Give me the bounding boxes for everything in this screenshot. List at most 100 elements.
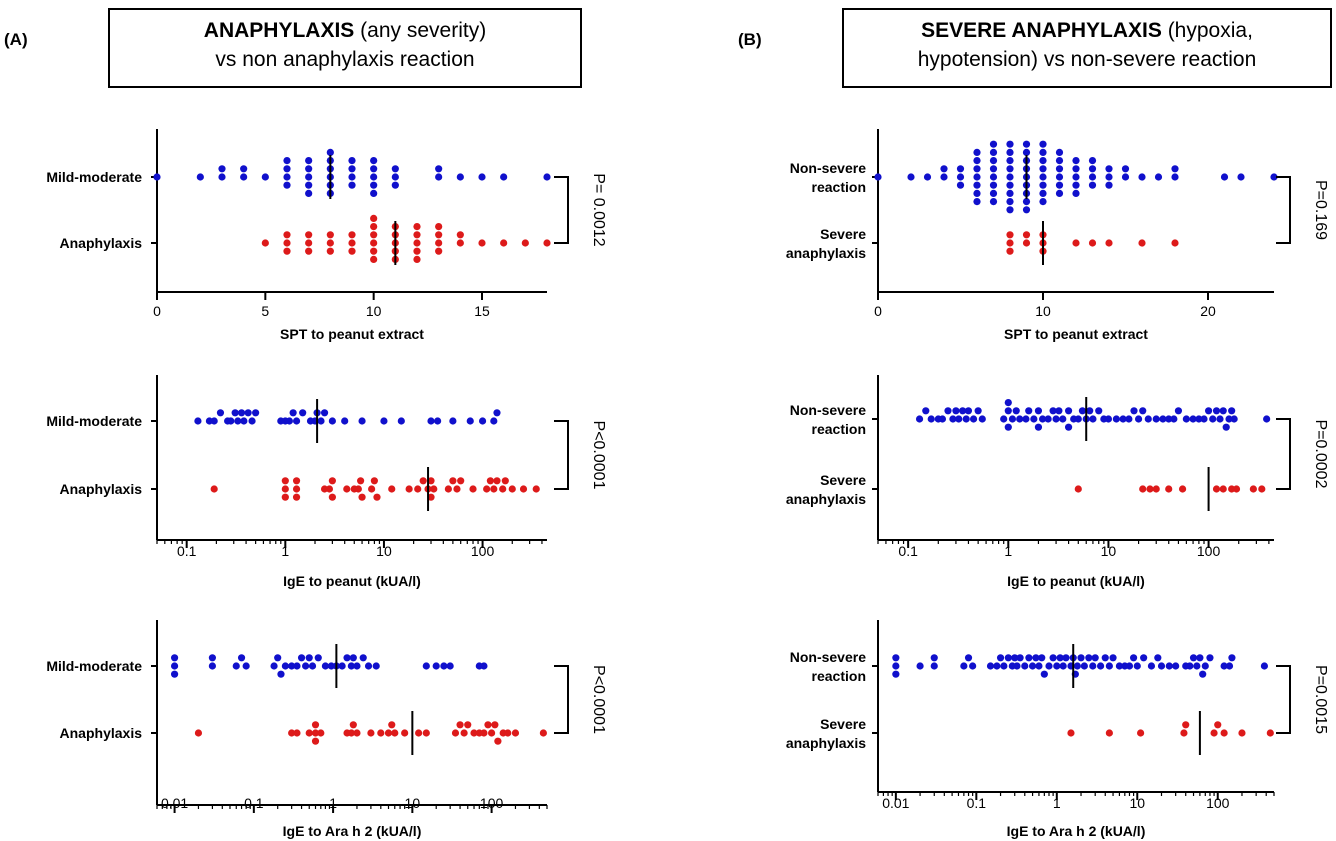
data-point bbox=[311, 721, 320, 729]
data-point bbox=[1038, 654, 1046, 662]
data-point bbox=[1104, 415, 1113, 423]
data-point bbox=[311, 729, 320, 737]
data-point bbox=[1222, 423, 1230, 431]
data-point bbox=[283, 173, 291, 181]
x-tick-label: 100 bbox=[1197, 543, 1221, 559]
data-point bbox=[449, 477, 457, 485]
data-point bbox=[208, 662, 216, 670]
data-point bbox=[1085, 654, 1093, 662]
data-point bbox=[326, 239, 334, 247]
data-point bbox=[1025, 654, 1033, 662]
data-point bbox=[237, 409, 246, 417]
data-point bbox=[1022, 415, 1030, 423]
y-category-label-line: Severe bbox=[820, 226, 866, 242]
data-point bbox=[964, 654, 973, 662]
data-point bbox=[397, 417, 405, 425]
data-point bbox=[456, 239, 464, 247]
data-point bbox=[1006, 173, 1014, 181]
data-point bbox=[1039, 157, 1047, 165]
data-point bbox=[283, 181, 291, 189]
data-point bbox=[1147, 662, 1156, 670]
data-point bbox=[1022, 231, 1031, 239]
significance-bracket bbox=[554, 176, 569, 244]
y-category-label-line: Anaphylaxis bbox=[60, 481, 143, 497]
data-point bbox=[435, 223, 443, 231]
data-point bbox=[532, 485, 540, 493]
data-point bbox=[930, 662, 938, 670]
y-category-label: Severe anaphylaxis bbox=[786, 472, 866, 507]
data-point bbox=[314, 654, 322, 662]
data-point bbox=[326, 247, 334, 255]
data-point bbox=[874, 173, 882, 181]
data-point bbox=[388, 485, 396, 493]
data-point bbox=[1088, 157, 1097, 165]
data-point bbox=[446, 662, 454, 670]
data-point bbox=[1133, 662, 1141, 670]
data-point bbox=[1152, 485, 1160, 493]
data-point bbox=[486, 477, 494, 485]
data-point bbox=[1011, 654, 1019, 662]
data-point bbox=[419, 477, 427, 485]
data-point bbox=[283, 239, 291, 247]
y-category-label: Anaphylaxis bbox=[60, 235, 143, 251]
data-point bbox=[308, 662, 317, 670]
data-point bbox=[1006, 189, 1014, 197]
panel-a-title: ANAPHYLAXIS (any severity) vs non anaphy… bbox=[108, 8, 582, 88]
data-point bbox=[1237, 173, 1245, 181]
data-point bbox=[327, 662, 335, 670]
data-point bbox=[973, 173, 981, 181]
y-category-label-line: Non-severe bbox=[790, 649, 866, 665]
data-point bbox=[493, 477, 501, 485]
data-point bbox=[973, 198, 981, 206]
data-point bbox=[413, 239, 421, 247]
data-point bbox=[1091, 654, 1099, 662]
data-point bbox=[218, 165, 226, 173]
data-point bbox=[1072, 181, 1080, 189]
data-point bbox=[343, 654, 351, 662]
data-point bbox=[989, 165, 998, 173]
data-point bbox=[1238, 729, 1246, 737]
data-point bbox=[288, 729, 296, 737]
data-point bbox=[370, 181, 378, 189]
data-point bbox=[422, 662, 430, 670]
data-point bbox=[996, 654, 1005, 662]
data-point bbox=[1004, 399, 1012, 407]
data-point bbox=[349, 721, 357, 729]
data-point bbox=[490, 485, 498, 493]
data-point bbox=[413, 255, 421, 263]
data-point bbox=[1201, 662, 1209, 670]
data-point bbox=[1212, 407, 1221, 415]
data-point bbox=[989, 189, 998, 197]
data-point bbox=[1059, 662, 1067, 670]
x-tick-label: 1 bbox=[329, 795, 337, 811]
data-point bbox=[1165, 485, 1173, 493]
data-point bbox=[949, 415, 957, 423]
panel-a-title-line2: vs non anaphylaxis reaction bbox=[215, 48, 475, 71]
data-point bbox=[427, 417, 435, 425]
data-point bbox=[325, 485, 334, 493]
data-point bbox=[960, 662, 968, 670]
x-tick-label: 100 bbox=[1206, 795, 1230, 811]
data-point bbox=[543, 239, 551, 247]
data-point bbox=[1193, 662, 1201, 670]
data-point bbox=[491, 721, 499, 729]
data-point bbox=[1200, 415, 1208, 423]
x-tick-label: 1 bbox=[1004, 543, 1012, 559]
data-point bbox=[430, 485, 438, 493]
data-point bbox=[1056, 654, 1064, 662]
data-point bbox=[413, 231, 421, 239]
data-point bbox=[354, 485, 362, 493]
data-point bbox=[1134, 415, 1143, 423]
data-point bbox=[1088, 181, 1097, 189]
data-point bbox=[1146, 485, 1154, 493]
data-point bbox=[1189, 654, 1198, 662]
data-point bbox=[1225, 662, 1234, 670]
data-point bbox=[1105, 181, 1113, 189]
y-category-label: Mild-moderate bbox=[46, 169, 142, 185]
y-category-label-line: anaphylaxis bbox=[786, 735, 866, 751]
y-category-label: Mild-moderate bbox=[46, 413, 142, 429]
data-point bbox=[194, 417, 202, 425]
x-tick-label: 0.1 bbox=[898, 543, 918, 559]
y-category-label-line: Mild-moderate bbox=[46, 169, 142, 185]
data-point bbox=[916, 662, 924, 670]
